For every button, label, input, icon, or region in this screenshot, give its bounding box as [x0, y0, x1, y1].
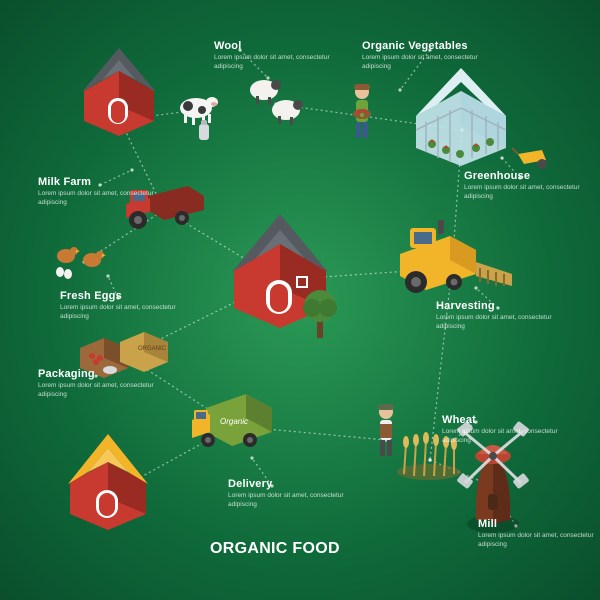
label-title: Organic Vegetables — [362, 40, 482, 52]
label-title: Delivery — [228, 478, 348, 490]
delivery-truck-icon: Organic — [184, 380, 284, 463]
label-subtitle: Lorem ipsum dolor sit amet, consectetur … — [362, 54, 482, 72]
label-subtitle: Lorem ipsum dolor sit amet, consectetur … — [442, 428, 562, 446]
label-title: Greenhouse — [464, 170, 584, 182]
label-subtitle: Lorem ipsum dolor sit amet, consectetur … — [60, 304, 180, 322]
chickens-icon — [46, 236, 118, 285]
barn-bottom-icon — [48, 424, 168, 539]
label-wheat: Wheat Lorem ipsum dolor sit amet, consect… — [442, 414, 562, 446]
label-milk_farm: Milk Farm Lorem ipsum dolor sit amet, con… — [38, 176, 158, 208]
label-subtitle: Lorem ipsum dolor sit amet, consectetur … — [478, 532, 598, 550]
label-organic_veg: Organic Vegetables Lorem ipsum dolor sit … — [362, 40, 482, 72]
main-title: ORGANIC FOOD — [210, 540, 340, 558]
label-title: Mill — [478, 518, 598, 530]
milk-can-icon — [196, 120, 212, 147]
label-subtitle: Lorem ipsum dolor sit amet, consectetur … — [464, 184, 584, 202]
label-title: Packaging — [38, 368, 158, 380]
tree-icon — [300, 286, 340, 347]
label-title: Milk Farm — [38, 176, 158, 188]
label-wool: Wool Lorem ipsum dolor sit amet, consecte… — [214, 40, 334, 72]
svg-text:Organic: Organic — [220, 417, 248, 426]
label-title: Harvesting — [436, 300, 556, 312]
label-subtitle: Lorem ipsum dolor sit amet, consectetur … — [38, 382, 158, 400]
sheep-icon — [240, 70, 310, 133]
infographic-canvas: ORGANIC Organic — [0, 0, 600, 600]
label-title: Wheat — [442, 414, 562, 426]
label-delivery: Delivery Lorem ipsum dolor sit amet, cons… — [228, 478, 348, 510]
label-subtitle: Lorem ipsum dolor sit amet, consectetur … — [214, 54, 334, 72]
svg-text:ORGANIC: ORGANIC — [138, 346, 167, 352]
label-title: Fresh Eggs — [60, 290, 180, 302]
greenhouse-icon — [396, 56, 526, 171]
label-packaging: Packaging Lorem ipsum dolor sit amet, con… — [38, 368, 158, 400]
harvester-icon — [380, 214, 520, 309]
label-fresh_eggs: Fresh Eggs Lorem ipsum dolor sit amet, co… — [60, 290, 180, 322]
label-subtitle: Lorem ipsum dolor sit amet, consectetur … — [38, 190, 158, 208]
label-mill: Mill Lorem ipsum dolor sit amet, consecte… — [478, 518, 598, 550]
label-greenhouse: Greenhouse Lorem ipsum dolor sit amet, co… — [464, 170, 584, 202]
label-subtitle: Lorem ipsum dolor sit amet, consectetur … — [228, 492, 348, 510]
farmer-vegetables-icon — [344, 80, 380, 145]
label-harvesting: Harvesting Lorem ipsum dolor sit amet, co… — [436, 300, 556, 332]
barn-top-icon — [64, 36, 174, 141]
label-title: Wool — [214, 40, 334, 52]
label-subtitle: Lorem ipsum dolor sit amet, consectetur … — [436, 314, 556, 332]
